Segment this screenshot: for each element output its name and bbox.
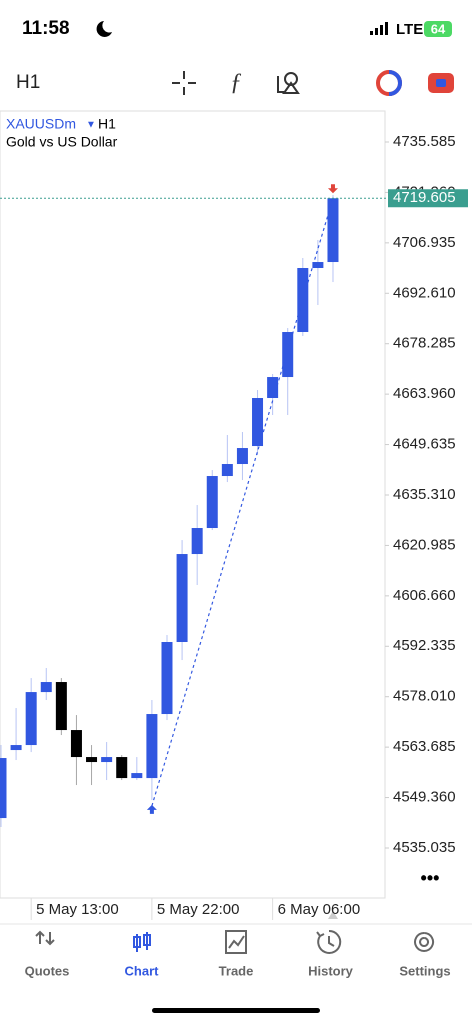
nav-label[interactable]: Quotes [25,963,70,978]
home-indicator [152,1008,320,1013]
scroll-marker [328,911,338,919]
trade-button[interactable] [428,73,454,93]
candle-body [161,642,173,715]
crosshair-button[interactable] [172,71,196,95]
trade-line [151,198,334,807]
x-tick-label: 6 May 06:00 [278,901,361,918]
candle-body [327,198,339,263]
y-tick-label: 4635.310 [393,486,456,503]
nav-icon[interactable] [316,929,342,954]
candle-body [10,745,22,751]
candle-body [252,398,264,447]
candle-body [191,528,203,555]
candle-body [86,757,98,763]
candle-body [101,757,113,763]
y-tick-label: 4620.985 [393,536,456,553]
indicators-button[interactable]: ƒ [230,70,242,96]
y-tick-label: 4535.035 [393,839,456,856]
candle-body [40,682,52,693]
nav-label[interactable]: Chart [125,963,160,978]
y-tick-label: 4549.360 [393,789,456,806]
symbol[interactable]: XAUUSDm [6,116,76,132]
nav-icon[interactable] [35,930,55,946]
candle-body [312,262,324,269]
nav-label[interactable]: Settings [399,963,450,978]
y-tick-label: 4692.610 [393,284,456,301]
y-tick-label: 4606.660 [393,587,456,604]
nav-icon[interactable] [133,932,151,952]
nav-label[interactable]: History [308,963,354,978]
symbol-dropdown[interactable]: ▼ [86,120,96,131]
y-tick-label: 4706.935 [393,234,456,251]
signal-icon [370,22,388,35]
candle-body [221,464,233,477]
price-label: 4719.605 [393,189,456,206]
description: Gold vs US Dollar [6,134,118,150]
candle-body [206,476,218,529]
y-tick-label: 4563.685 [393,738,456,755]
y-tick-label: 4578.010 [393,688,456,705]
chart-frame [0,110,386,899]
candle-body [297,268,309,333]
more-button[interactable]: ••• [421,868,440,888]
candle-body [282,332,294,378]
price-label-box [388,189,468,208]
buy-arrow [146,804,157,814]
candle-body [131,773,143,779]
candle-body [0,758,7,819]
candle-body [55,682,67,731]
candle-body [236,448,248,465]
account-button[interactable] [376,70,402,96]
nav-label[interactable]: Trade [219,963,254,978]
x-tick-label: 5 May 22:00 [157,901,240,918]
candle-body [25,692,37,746]
y-tick-label: 4678.285 [393,335,456,352]
battery [424,21,452,37]
y-tick-label: 4649.635 [393,436,456,453]
candle-body [267,377,279,399]
x-tick-label: 5 May 13:00 [36,901,119,918]
battery-level: 64 [431,21,446,36]
candle-body [146,714,158,779]
nav-icon[interactable] [225,930,247,954]
candle-body [70,730,82,758]
chart-timeframe: H1 [98,116,116,132]
objects-button[interactable] [277,72,300,94]
network: LTE [396,21,423,38]
sell-arrow [327,184,338,194]
candle-body [176,554,188,643]
moon-icon [96,21,112,37]
y-tick-label: 4735.585 [393,133,456,150]
candle-body [116,757,128,779]
y-tick-label: 4592.335 [393,637,456,654]
y-tick-label: 4663.960 [393,385,456,402]
timeframe-button[interactable]: H1 [16,72,40,93]
time: 11:58 [22,18,70,39]
nav-icon[interactable] [414,932,435,952]
